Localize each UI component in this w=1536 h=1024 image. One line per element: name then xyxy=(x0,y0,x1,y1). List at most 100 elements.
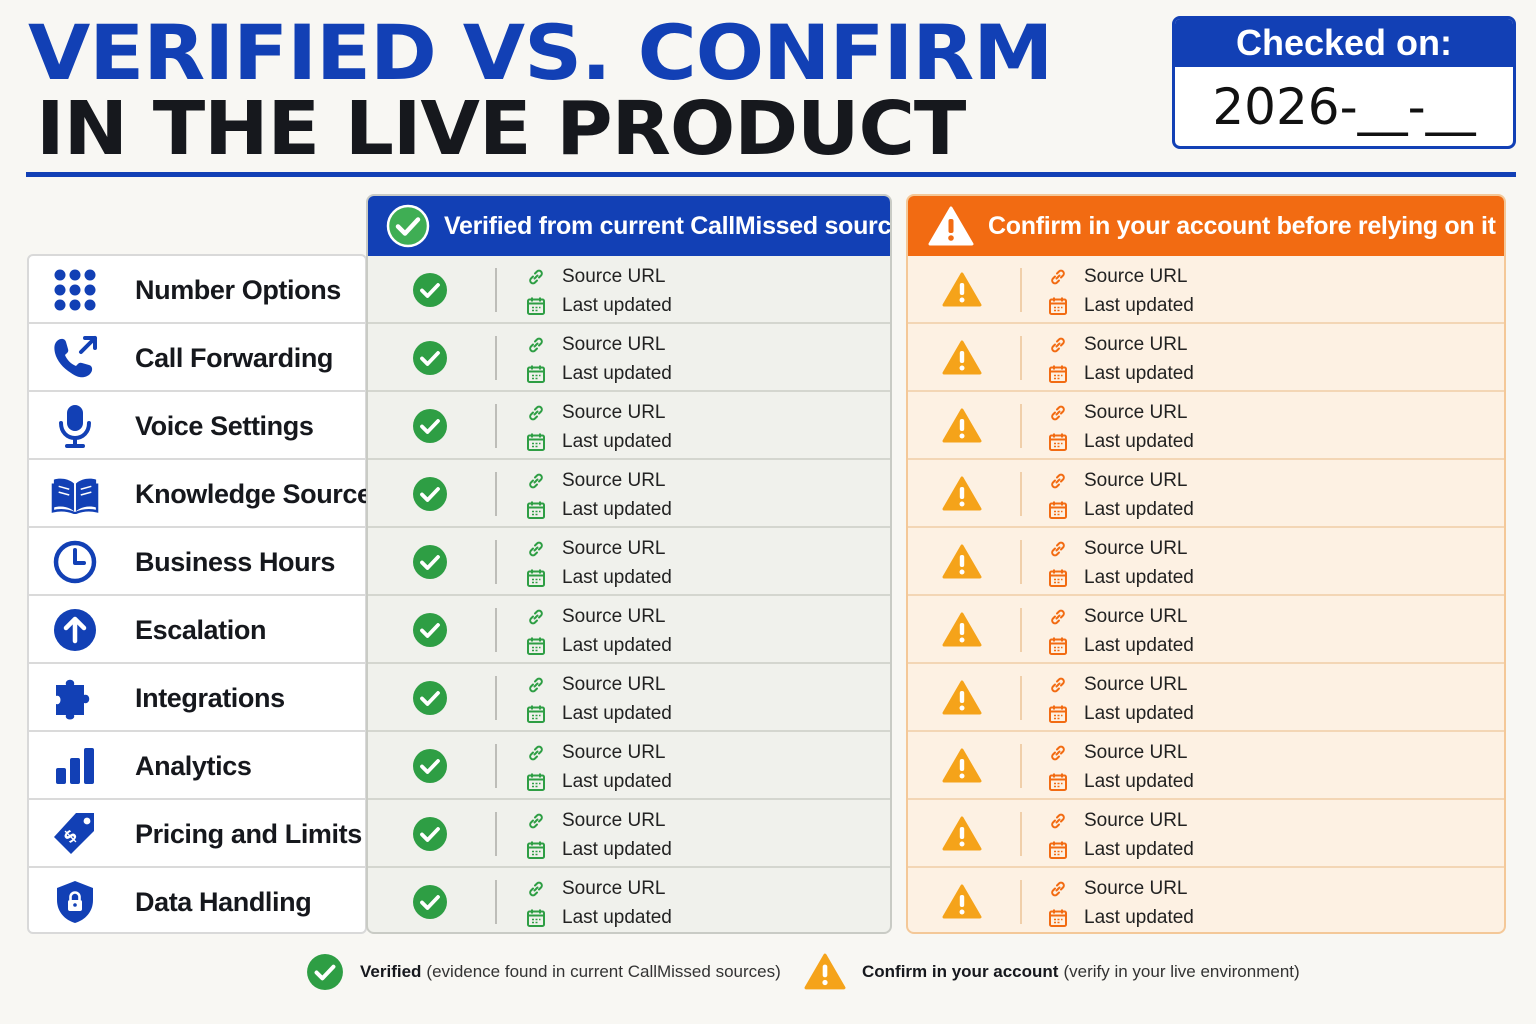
warning-icon xyxy=(942,272,982,308)
warning-icon xyxy=(942,544,982,580)
warning-icon xyxy=(942,408,982,444)
checked-on-label: Checked on: xyxy=(1175,19,1513,67)
last-updated: Last updated xyxy=(1048,363,1194,385)
last-updated-label: Last updated xyxy=(1084,635,1194,656)
link-icon xyxy=(526,743,546,763)
feature-label: Escalation xyxy=(135,615,267,645)
source-url-label: Source URL xyxy=(562,334,666,355)
source-url-label: Source URL xyxy=(1084,266,1188,287)
feature-label: Knowledge Sources xyxy=(135,479,387,509)
last-updated: Last updated xyxy=(526,431,672,453)
feature-row-knowledge-sources: Knowledge Sources xyxy=(29,460,387,528)
source-url-link[interactable]: Source URL xyxy=(526,810,666,832)
calendar-icon xyxy=(526,364,546,384)
microphone-icon xyxy=(51,404,99,448)
last-updated: Last updated xyxy=(526,839,672,861)
warning-icon xyxy=(942,476,982,512)
source-url-link[interactable]: Source URL xyxy=(526,402,666,424)
warning-icon xyxy=(942,816,982,852)
link-icon xyxy=(526,539,546,559)
puzzle-icon xyxy=(51,676,99,720)
check-circle-icon xyxy=(412,612,448,648)
last-updated-label: Last updated xyxy=(562,295,672,316)
row-divider xyxy=(1020,744,1022,788)
confirm-row-knowledge-sources: Source URL Last updated xyxy=(908,460,1504,528)
legend-verified-desc: (evidence found in current CallMissed so… xyxy=(426,962,781,981)
warning-icon xyxy=(942,340,982,376)
shield-lock-icon xyxy=(51,880,99,924)
verified-row-knowledge-sources: Source URL Last updated xyxy=(368,460,890,528)
source-url-link[interactable]: Source URL xyxy=(1048,538,1188,560)
row-divider xyxy=(495,472,497,516)
link-icon xyxy=(1048,267,1068,287)
check-circle-icon xyxy=(306,953,344,991)
source-url-link[interactable]: Source URL xyxy=(526,742,666,764)
last-updated: Last updated xyxy=(1048,907,1194,929)
row-divider xyxy=(495,812,497,856)
confirm-row-data-handling: Source URL Last updated xyxy=(908,868,1504,932)
source-url-link[interactable]: Source URL xyxy=(1048,266,1188,288)
feature-row-business-hours: Business Hours xyxy=(29,528,367,596)
verified-row-number-options: Source URL Last updated xyxy=(368,256,890,324)
last-updated-label: Last updated xyxy=(562,567,672,588)
feature-label: Voice Settings xyxy=(135,411,314,441)
keypad-icon xyxy=(51,268,99,312)
link-icon xyxy=(526,879,546,899)
row-divider xyxy=(495,336,497,380)
calendar-icon xyxy=(1048,568,1068,588)
source-url-link[interactable]: Source URL xyxy=(526,878,666,900)
legend-verified: Verified (evidence found in current Call… xyxy=(306,952,781,992)
confirm-row-analytics: Source URL Last updated xyxy=(908,732,1504,800)
source-url-label: Source URL xyxy=(562,606,666,627)
source-url-link[interactable]: Source URL xyxy=(1048,810,1188,832)
last-updated-label: Last updated xyxy=(1084,499,1194,520)
row-divider xyxy=(495,744,497,788)
source-url-link[interactable]: Source URL xyxy=(526,334,666,356)
feature-row-voice-settings: Voice Settings xyxy=(29,392,367,460)
link-icon xyxy=(1048,335,1068,355)
source-url-label: Source URL xyxy=(562,538,666,559)
source-url-link[interactable]: Source URL xyxy=(526,606,666,628)
feature-label: Business Hours xyxy=(135,547,335,577)
link-icon xyxy=(526,267,546,287)
last-updated: Last updated xyxy=(1048,567,1194,589)
source-url-label: Source URL xyxy=(562,470,666,491)
last-updated-label: Last updated xyxy=(562,363,672,384)
source-url-link[interactable]: Source URL xyxy=(526,470,666,492)
check-circle-icon xyxy=(412,884,448,920)
book-icon xyxy=(51,472,99,516)
source-url-link[interactable]: Source URL xyxy=(1048,470,1188,492)
calendar-icon xyxy=(1048,772,1068,792)
warning-icon xyxy=(942,612,982,648)
feature-row-data-handling: Data Handling xyxy=(29,868,367,936)
source-url-link[interactable]: Source URL xyxy=(526,538,666,560)
confirm-row-business-hours: Source URL Last updated xyxy=(908,528,1504,596)
last-updated: Last updated xyxy=(526,499,672,521)
last-updated-label: Last updated xyxy=(562,431,672,452)
row-divider xyxy=(1020,472,1022,516)
page-title: VERIFIED VS. CONFIRM xyxy=(28,8,1053,97)
feature-label: Pricing and Limits xyxy=(135,819,362,849)
source-url-link[interactable]: Source URL xyxy=(1048,878,1188,900)
feature-label: Integrations xyxy=(135,683,285,713)
source-url-link[interactable]: Source URL xyxy=(1048,402,1188,424)
legend-confirm: Confirm in your account (verify in your … xyxy=(804,952,1300,992)
source-url-label: Source URL xyxy=(1084,538,1188,559)
legend-verified-label: Verified xyxy=(360,962,422,981)
verified-row-integrations: Source URL Last updated xyxy=(368,664,890,732)
source-url-link[interactable]: Source URL xyxy=(1048,674,1188,696)
row-divider xyxy=(495,540,497,584)
source-url-link[interactable]: Source URL xyxy=(1048,742,1188,764)
source-url-link[interactable]: Source URL xyxy=(526,674,666,696)
link-icon xyxy=(1048,811,1068,831)
source-url-link[interactable]: Source URL xyxy=(1048,606,1188,628)
warning-icon xyxy=(942,884,982,920)
source-url-link[interactable]: Source URL xyxy=(1048,334,1188,356)
link-icon xyxy=(526,335,546,355)
source-url-link[interactable]: Source URL xyxy=(526,266,666,288)
feature-row-integrations: Integrations xyxy=(29,664,367,732)
check-circle-icon xyxy=(412,544,448,580)
source-url-label: Source URL xyxy=(1084,334,1188,355)
calendar-icon xyxy=(526,568,546,588)
last-updated-label: Last updated xyxy=(1084,703,1194,724)
